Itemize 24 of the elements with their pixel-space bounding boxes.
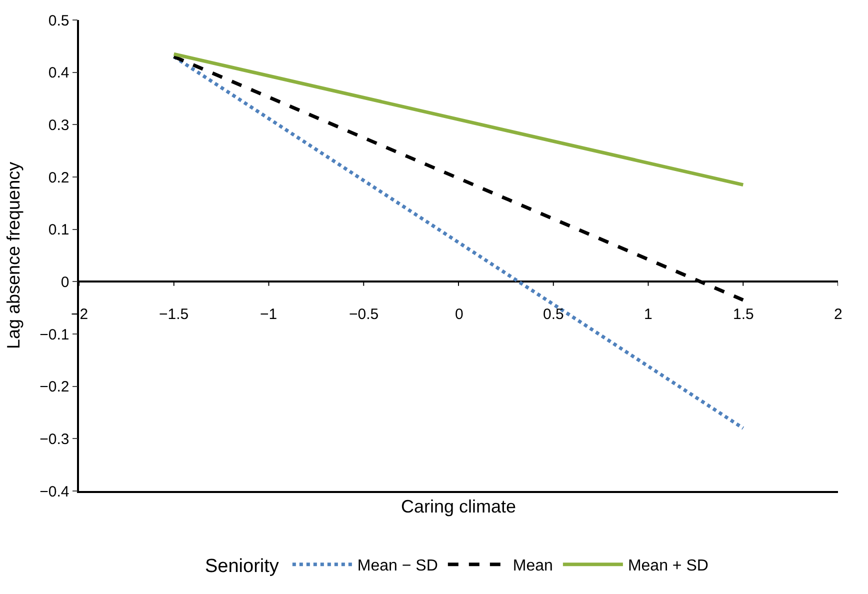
x-tick-label: 2 [834,306,842,323]
y-tick-label: 0.5 [48,12,70,30]
legend-label: Mean + SD [628,558,708,575]
y-tick-label: −0.4 [40,483,70,500]
x-tick-label: 0 [455,306,464,323]
y-tick-label: −0.2 [40,378,70,396]
x-tick-label: 1 [644,306,652,323]
y-tick-label: 0 [60,274,70,291]
x-tick-label: −0.5 [349,306,379,323]
y-axis-title: Lag absence frequency [3,162,24,350]
y-tick-label: 0.2 [48,169,70,186]
x-tick-label: 1.5 [733,306,754,323]
y-tick-label: 0.3 [48,116,70,134]
x-tick-label: 0.5 [543,306,564,323]
y-tick-label: 0.1 [48,222,70,239]
y-tick-label: 0.4 [48,64,70,82]
y-tick-label: −0.3 [40,430,70,448]
x-tick-label: −1 [260,306,278,323]
legend-title: Seniority [205,556,280,578]
x-axis-title: Caring climate [400,496,516,516]
y-tick-label: −0.1 [40,326,70,344]
legend-label: Mean [512,558,553,575]
legend-label: Mean − SD [357,558,438,575]
x-tick-label: −1.5 [159,306,189,323]
